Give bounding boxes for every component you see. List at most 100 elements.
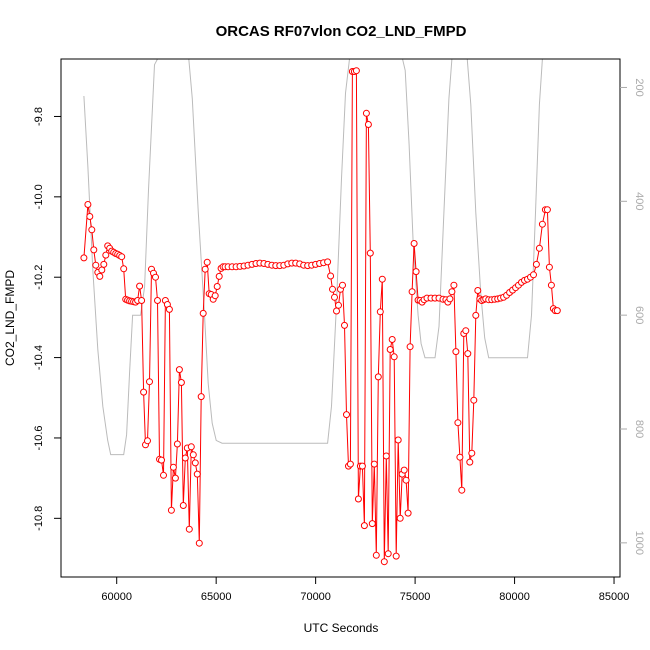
data-point (358, 462, 366, 470)
data-point (88, 226, 96, 234)
x-tick-label: 85000 (599, 591, 630, 603)
data-point (195, 539, 203, 547)
data-point (412, 268, 420, 276)
data-point (474, 287, 482, 294)
data-point (378, 275, 386, 283)
data-point (470, 396, 478, 404)
data-point (368, 520, 376, 528)
y2-tick-label: 800 (633, 420, 645, 438)
data-point (406, 343, 414, 351)
data-point (446, 295, 454, 303)
data-point (185, 525, 193, 533)
y2-tick-label: 1000 (633, 531, 645, 555)
y-tick-label: -9.8 (33, 107, 45, 126)
data-point (394, 436, 402, 444)
data-point (386, 346, 394, 353)
data-point (90, 246, 98, 254)
y2-tick-label: 400 (633, 192, 645, 210)
data-point (535, 244, 543, 252)
data-point (152, 273, 159, 281)
data-point (410, 240, 418, 247)
data-point (187, 443, 195, 451)
data-point (175, 366, 183, 374)
data-point (92, 261, 100, 269)
x-tick-label: 60000 (101, 591, 132, 603)
data-point (331, 293, 338, 301)
data-point (458, 486, 466, 494)
data-point (324, 258, 332, 266)
data-point (468, 449, 476, 457)
data-point (404, 509, 412, 517)
data-point (374, 373, 382, 381)
x-axis-label: UTC Seconds (304, 621, 379, 635)
data-point (329, 285, 336, 293)
data-point (160, 471, 167, 479)
data-point (532, 260, 540, 268)
series-layer (80, 59, 561, 566)
data-point (402, 476, 410, 484)
data-point (543, 206, 551, 214)
data-point (380, 558, 388, 566)
data-point (352, 67, 360, 75)
x-tick-label: 70000 (300, 591, 331, 603)
data-point (392, 552, 400, 560)
data-point (197, 393, 205, 401)
data-point (146, 378, 153, 386)
data-point (466, 458, 474, 466)
y-tick-label: -10.4 (33, 345, 45, 370)
data-point (530, 271, 537, 279)
data-point (370, 460, 378, 468)
data-point (102, 251, 110, 259)
data-point (118, 253, 126, 261)
data-point (199, 309, 207, 317)
data-point (538, 220, 546, 228)
data-point (86, 213, 94, 220)
data-point (553, 307, 561, 315)
data-point (179, 502, 187, 509)
data-point (98, 266, 106, 274)
data-point (189, 451, 197, 459)
data-point (341, 321, 348, 329)
data-point (181, 454, 189, 462)
data-point (346, 460, 354, 468)
data-point (84, 201, 92, 208)
data-point (448, 288, 456, 296)
data-point (191, 459, 199, 467)
data-point (80, 254, 88, 262)
data-point (450, 281, 458, 289)
data-point (171, 474, 179, 482)
data-point (193, 470, 201, 478)
data-point (177, 379, 185, 386)
data-point (376, 308, 384, 316)
data-point (456, 453, 464, 461)
y-tick-label: -10.0 (33, 184, 45, 209)
data-point (472, 311, 480, 319)
data-point (213, 283, 221, 290)
data-point (165, 305, 173, 313)
data-point (173, 440, 181, 448)
data-point (96, 272, 104, 280)
x-tick-label: 65000 (201, 591, 232, 603)
y-tick-label: -10.8 (33, 506, 45, 531)
data-point (390, 353, 398, 361)
x-tick-label: 75000 (400, 591, 431, 603)
data-point (343, 411, 350, 419)
series-line-pressure (83, 59, 544, 456)
data-point (203, 258, 211, 266)
data-point (333, 307, 340, 315)
secondary-y-axis: 200 400 600 800 1000 (620, 78, 645, 555)
data-point (339, 281, 346, 289)
data-point (547, 281, 555, 289)
data-point (360, 522, 368, 530)
data-point (169, 463, 177, 471)
y-axis: -10.8 -10.6 -10.4 -10.2 -10.0 -9.8 (33, 107, 61, 531)
data-point (452, 348, 460, 356)
data-point (364, 121, 372, 128)
x-tick-label: 80000 (499, 591, 530, 603)
data-point (388, 336, 396, 343)
y-tick-label: -10.6 (33, 425, 45, 450)
data-point (408, 288, 416, 296)
data-point (327, 272, 335, 280)
